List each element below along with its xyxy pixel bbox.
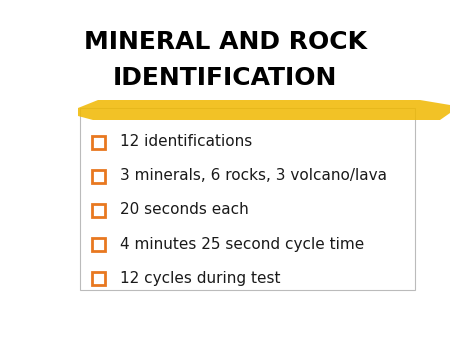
Text: MINERAL AND ROCK: MINERAL AND ROCK bbox=[84, 30, 366, 54]
FancyBboxPatch shape bbox=[80, 108, 415, 290]
Text: 3 minerals, 6 rocks, 3 volcano/lava: 3 minerals, 6 rocks, 3 volcano/lava bbox=[120, 169, 387, 184]
Text: 4 minutes 25 second cycle time: 4 minutes 25 second cycle time bbox=[120, 237, 364, 251]
FancyBboxPatch shape bbox=[91, 238, 104, 250]
Text: IDENTIFICATION: IDENTIFICATION bbox=[113, 66, 337, 90]
Text: 12 identifications: 12 identifications bbox=[120, 135, 252, 149]
FancyBboxPatch shape bbox=[91, 203, 104, 217]
Text: 20 seconds each: 20 seconds each bbox=[120, 202, 249, 217]
FancyBboxPatch shape bbox=[91, 169, 104, 183]
FancyBboxPatch shape bbox=[91, 136, 104, 148]
FancyBboxPatch shape bbox=[91, 271, 104, 285]
Polygon shape bbox=[78, 100, 450, 120]
Text: 12 cycles during test: 12 cycles during test bbox=[120, 270, 280, 286]
